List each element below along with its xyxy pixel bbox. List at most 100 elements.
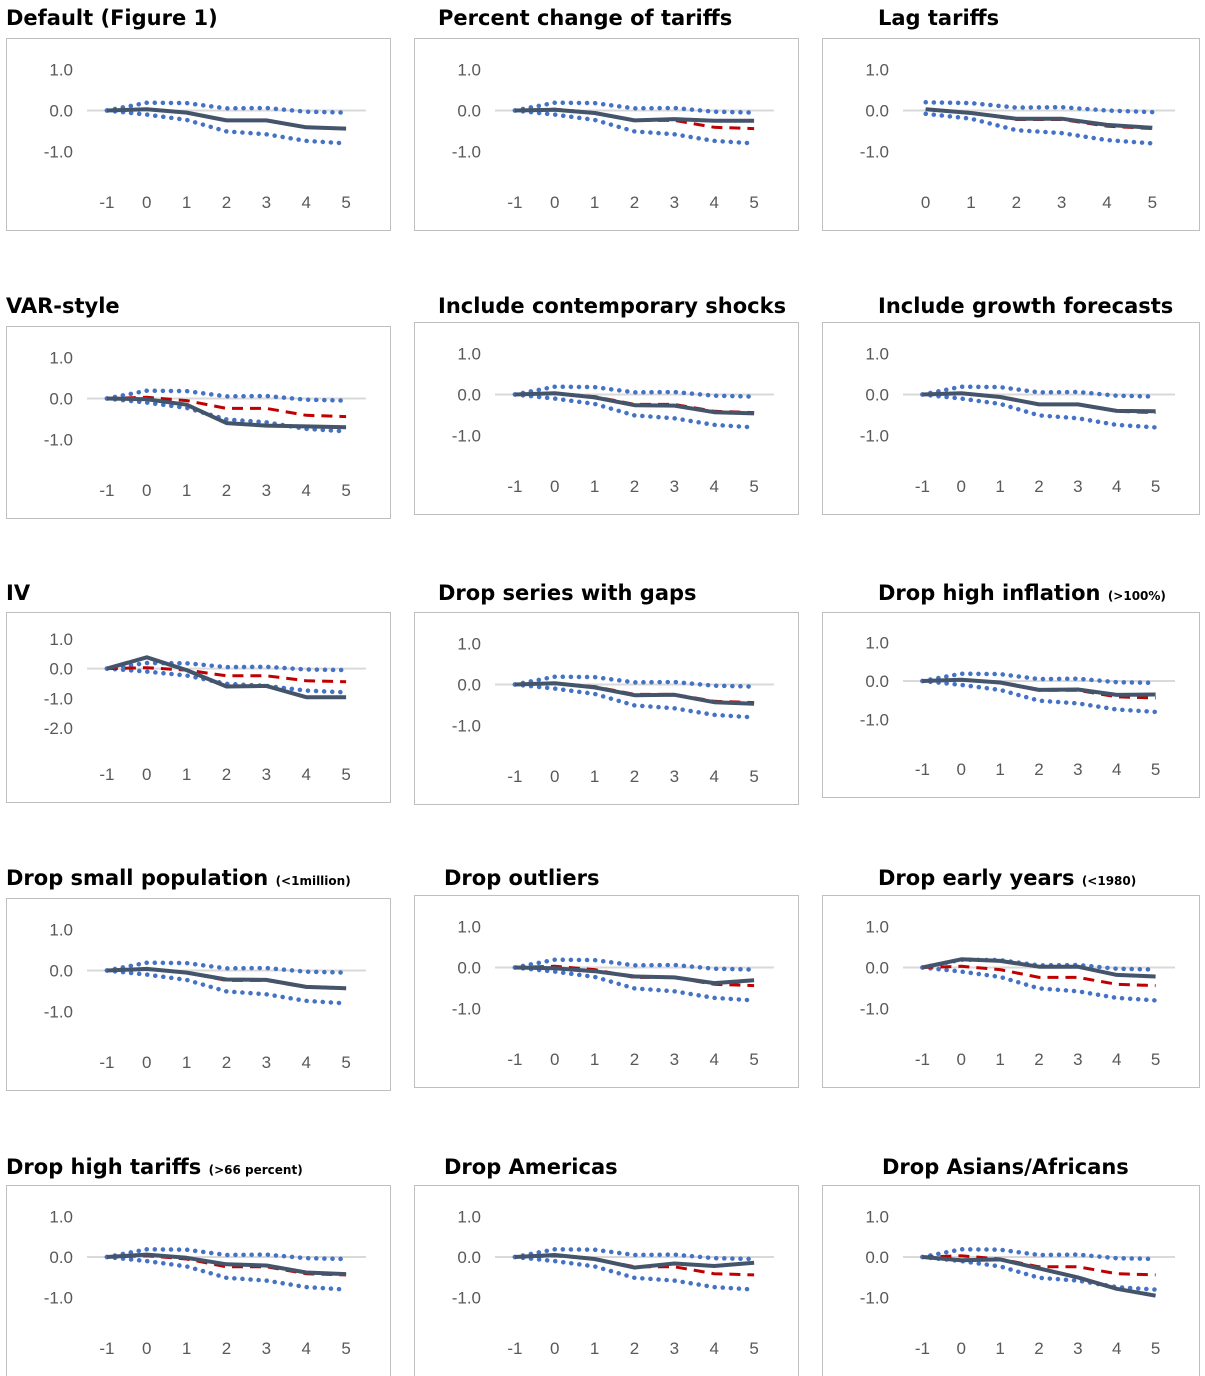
y-tick-label: 0.0 bbox=[457, 1248, 481, 1267]
x-tick-label: 5 bbox=[1151, 477, 1160, 496]
y-tick-label: 0.0 bbox=[49, 660, 73, 679]
x-tick-label: 3 bbox=[670, 193, 679, 212]
y-tick-label: 0.0 bbox=[49, 390, 73, 409]
y-tick-label: 0.0 bbox=[457, 676, 481, 695]
estimate-line bbox=[514, 1253, 755, 1270]
x-tick-label: -1 bbox=[99, 481, 114, 500]
lower-band-line bbox=[104, 1254, 349, 1292]
y-tick-label: 0.0 bbox=[49, 102, 73, 121]
y-tick-label: -2.0 bbox=[44, 719, 73, 738]
estimate-line bbox=[106, 1252, 347, 1277]
chart-title-12: Drop early years (<1980) bbox=[878, 866, 1137, 890]
estimate-line bbox=[514, 391, 755, 416]
x-tick-label: 3 bbox=[1073, 477, 1082, 496]
x-tick-label: 4 bbox=[1112, 1339, 1121, 1358]
x-tick-label: 2 bbox=[1034, 1339, 1043, 1358]
x-tick-label: 1 bbox=[182, 193, 191, 212]
x-tick-label: 3 bbox=[262, 1339, 271, 1358]
y-tick-label: -1.0 bbox=[860, 1000, 889, 1019]
x-tick-label: 1 bbox=[995, 1050, 1004, 1069]
y-tick-label: 1.0 bbox=[457, 1207, 481, 1226]
y-tick-label: 0.0 bbox=[865, 1248, 889, 1267]
y-tick-label: 0.0 bbox=[457, 959, 481, 978]
x-tick-label: 2 bbox=[630, 477, 639, 496]
chart-title-10: Drop small population (<1million) bbox=[6, 866, 351, 890]
x-tick-label: 3 bbox=[670, 477, 679, 496]
chart-title-3: Lag tariffs bbox=[878, 6, 1000, 30]
chart-panel-15: 1.0 0.0 -1.0 -1 0 1 2 3 4 5 bbox=[822, 1185, 1200, 1376]
chart-svg-10: 1.0 0.0 -1.0 -1 0 1 2 3 4 5 bbox=[44, 920, 366, 1072]
x-tick-label: 2 bbox=[1012, 193, 1021, 212]
estimate-line bbox=[922, 391, 1156, 414]
chart-panel-13: 1.0 0.0 -1.0 -1 0 1 2 3 4 5 bbox=[6, 1185, 391, 1376]
estimate-line bbox=[514, 965, 755, 986]
x-tick-label: 3 bbox=[1073, 1050, 1082, 1069]
chart-panel-14: 1.0 0.0 -1.0 -1 0 1 2 3 4 5 bbox=[414, 1185, 799, 1376]
y-tick-label: 1.0 bbox=[49, 630, 73, 649]
chart-title-5: Include contemporary shocks bbox=[438, 294, 787, 318]
y-tick-label: 0.0 bbox=[49, 1248, 73, 1267]
y-tick-label: 1.0 bbox=[865, 1207, 889, 1226]
x-tick-label: -1 bbox=[915, 760, 930, 779]
y-tick-label: 0.0 bbox=[865, 672, 889, 691]
chart-title-2: Percent change of tariffs bbox=[438, 6, 733, 30]
x-tick-label: 0 bbox=[142, 765, 151, 784]
x-tick-label: 4 bbox=[709, 767, 718, 786]
estimate-line bbox=[106, 966, 347, 991]
x-tick-label: 4 bbox=[301, 193, 310, 212]
estimate-line bbox=[922, 677, 1156, 697]
y-tick-label: -1.0 bbox=[860, 143, 889, 162]
y-tick-label: 1.0 bbox=[865, 344, 889, 363]
lower-band-line bbox=[920, 392, 1158, 430]
chart-svg-4: 1.0 0.0 -1.0 -1 0 1 2 3 4 5 bbox=[44, 348, 366, 500]
x-tick-label: 0 bbox=[550, 1050, 559, 1069]
x-tick-label: 1 bbox=[590, 193, 599, 212]
x-tick-label: 4 bbox=[1112, 477, 1121, 496]
x-tick-label: 4 bbox=[709, 1339, 718, 1358]
chart-title-7: IV bbox=[6, 581, 31, 605]
upper-band-line bbox=[920, 671, 1158, 686]
x-tick-label: 2 bbox=[222, 1053, 231, 1072]
upper-band-line bbox=[104, 960, 349, 975]
chart-panel-11: 1.0 0.0 -1.0 -1 0 1 2 3 4 5 bbox=[414, 895, 799, 1088]
y-tick-label: -1.0 bbox=[860, 711, 889, 730]
x-tick-label: -1 bbox=[507, 767, 522, 786]
estimate-line bbox=[514, 107, 755, 123]
x-tick-label: -1 bbox=[507, 193, 522, 212]
chart-svg-14: 1.0 0.0 -1.0 -1 0 1 2 3 4 5 bbox=[452, 1207, 774, 1358]
x-tick-label: 1 bbox=[995, 1339, 1004, 1358]
x-tick-label: 2 bbox=[630, 767, 639, 786]
upper-band-line bbox=[104, 388, 349, 403]
x-tick-label: 4 bbox=[1102, 193, 1111, 212]
chart-title-9: Drop high inflation (>100%) bbox=[878, 581, 1166, 605]
x-tick-label: 5 bbox=[341, 193, 350, 212]
x-tick-label: -1 bbox=[915, 1339, 930, 1358]
upper-band-line bbox=[104, 100, 349, 115]
upper-band-line bbox=[512, 1247, 757, 1262]
x-tick-label: 5 bbox=[341, 481, 350, 500]
x-tick-label: 0 bbox=[142, 1339, 151, 1358]
y-tick-label: 1.0 bbox=[457, 634, 481, 653]
upper-band-line bbox=[512, 674, 757, 689]
estimate-line bbox=[106, 107, 347, 131]
x-tick-label: 3 bbox=[670, 767, 679, 786]
y-tick-label: -1.0 bbox=[44, 1289, 73, 1308]
x-tick-label: 1 bbox=[590, 1050, 599, 1069]
y-tick-label: -1.0 bbox=[44, 1003, 73, 1022]
x-tick-label: 0 bbox=[957, 1339, 966, 1358]
chart-svg-12: 1.0 0.0 -1.0 -1 0 1 2 3 4 5 bbox=[860, 917, 1175, 1069]
chart-svg-8: 1.0 0.0 -1.0 -1 0 1 2 3 4 5 bbox=[452, 634, 774, 786]
chart-svg-13: 1.0 0.0 -1.0 -1 0 1 2 3 4 5 bbox=[44, 1207, 366, 1358]
y-tick-label: 0.0 bbox=[457, 386, 481, 405]
y-tick-label: -1.0 bbox=[452, 1289, 481, 1308]
x-tick-label: 2 bbox=[1034, 1050, 1043, 1069]
x-tick-label: 5 bbox=[749, 767, 758, 786]
y-tick-label: 0.0 bbox=[457, 102, 481, 121]
x-tick-label: 5 bbox=[749, 477, 758, 496]
y-tick-label: 1.0 bbox=[865, 917, 889, 936]
y-tick-label: 1.0 bbox=[49, 920, 73, 939]
y-tick-label: -1.0 bbox=[452, 143, 481, 162]
x-tick-label: 3 bbox=[262, 193, 271, 212]
x-tick-label: -1 bbox=[915, 477, 930, 496]
y-tick-label: 1.0 bbox=[49, 60, 73, 79]
